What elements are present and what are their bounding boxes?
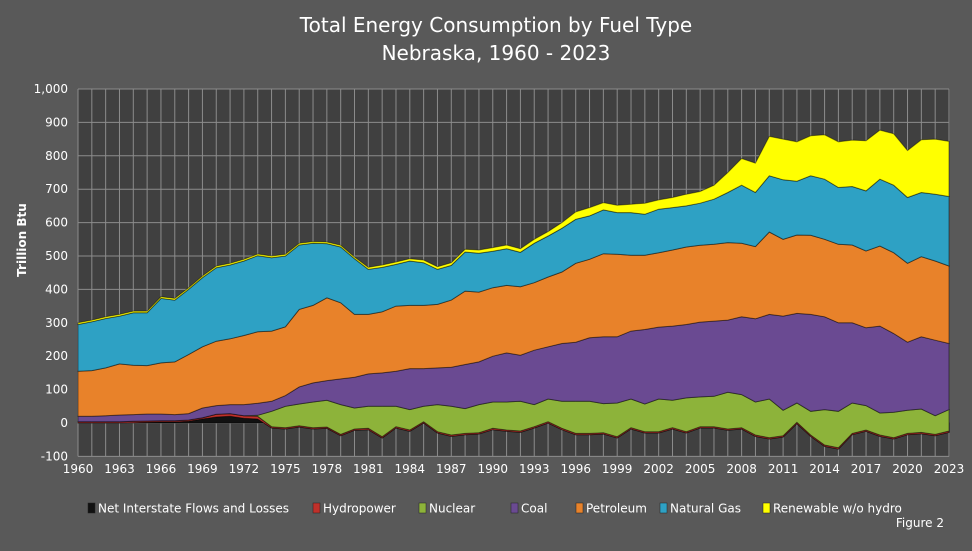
legend-label: Hydropower	[323, 502, 396, 516]
x-tick-label: 1975	[270, 462, 301, 476]
area-coal	[77, 312, 950, 423]
x-tick-label: 2017	[851, 462, 882, 476]
legend-item: Renewable w/o hydro	[762, 502, 902, 516]
legend-swatch	[418, 502, 427, 514]
x-tick-label: 1969	[187, 462, 218, 476]
x-tick-label: 2011	[768, 462, 799, 476]
legend-label: Nuclear	[429, 502, 475, 516]
legend-swatch	[87, 502, 96, 514]
y-tick-label: 100	[45, 383, 68, 397]
y-tick-label: 500	[45, 249, 68, 263]
chart-title: Total Energy Consumption by Fuel Type	[299, 13, 692, 37]
area-hydropower	[77, 413, 950, 450]
x-tick-label: 1984	[395, 462, 426, 476]
y-tick-label: 1,000	[34, 82, 68, 96]
y-axis-ticks: -100 0 100 200 300 400 500 600 700 800 900 1,000	[34, 82, 68, 463]
y-tick-label: 800	[45, 149, 68, 163]
x-tick-label: 1966	[146, 462, 177, 476]
x-tick-label: 1963	[104, 462, 135, 476]
series-areas	[77, 129, 950, 450]
legend-label: Coal	[521, 502, 547, 516]
y-tick-label: 600	[45, 216, 68, 230]
x-tick-label: 1981	[353, 462, 384, 476]
area-natural-gas	[77, 175, 950, 372]
x-tick-label: 1993	[519, 462, 550, 476]
legend-swatch	[659, 502, 668, 514]
area-renewable-w-o-hydro	[77, 129, 950, 326]
legend-label: Renewable w/o hydro	[773, 502, 902, 516]
y-tick-label: 200	[45, 349, 68, 363]
legend-item: Nuclear	[418, 502, 475, 516]
y-tick-label: 0	[60, 416, 68, 430]
y-tick-label: 700	[45, 182, 68, 196]
x-tick-label: 2020	[892, 462, 923, 476]
legend-swatch	[762, 502, 771, 514]
x-tick-label: 1996	[560, 462, 591, 476]
y-tick-label: 300	[45, 316, 68, 330]
x-tick-label: 2014	[809, 462, 840, 476]
x-tick-label: 1960	[63, 462, 94, 476]
x-tick-label: 1987	[436, 462, 467, 476]
legend-swatch	[575, 502, 584, 514]
legend-item: Hydropower	[312, 502, 396, 516]
y-tick-label: 900	[45, 115, 68, 129]
legend-label: Net Interstate Flows and Losses	[98, 502, 289, 516]
legend-label: Natural Gas	[670, 502, 741, 516]
legend-label: Petroleum	[586, 502, 647, 516]
x-tick-label: 2005	[685, 462, 716, 476]
figure-label: Figure 2	[896, 516, 944, 530]
x-tick-label: 1972	[229, 462, 260, 476]
x-tick-label: 2008	[726, 462, 757, 476]
chart-subtitle: Nebraska, 1960 - 2023	[382, 41, 611, 65]
x-axis-ticks: 1960 1963 1966 1969 1972 1975 1978 1981 1984 1987…	[63, 462, 965, 476]
y-tick-label: 400	[45, 282, 68, 296]
x-tick-label: 1999	[602, 462, 633, 476]
legend-item: Net Interstate Flows and Losses	[87, 502, 289, 516]
legend-item: Coal	[510, 502, 547, 516]
y-axis-label: Trillion Btu	[15, 203, 29, 277]
y-tick-label: -100	[41, 449, 68, 463]
x-tick-label: 2023	[934, 462, 965, 476]
x-tick-label: 1978	[312, 462, 343, 476]
legend-item: Natural Gas	[659, 502, 741, 516]
x-tick-label: 1990	[477, 462, 508, 476]
legend-swatch	[312, 502, 321, 514]
legend-item: Petroleum	[575, 502, 647, 516]
legend-swatch	[510, 502, 519, 514]
legend: Net Interstate Flows and Losses Hydropowe…	[87, 502, 902, 516]
x-tick-label: 2002	[643, 462, 674, 476]
